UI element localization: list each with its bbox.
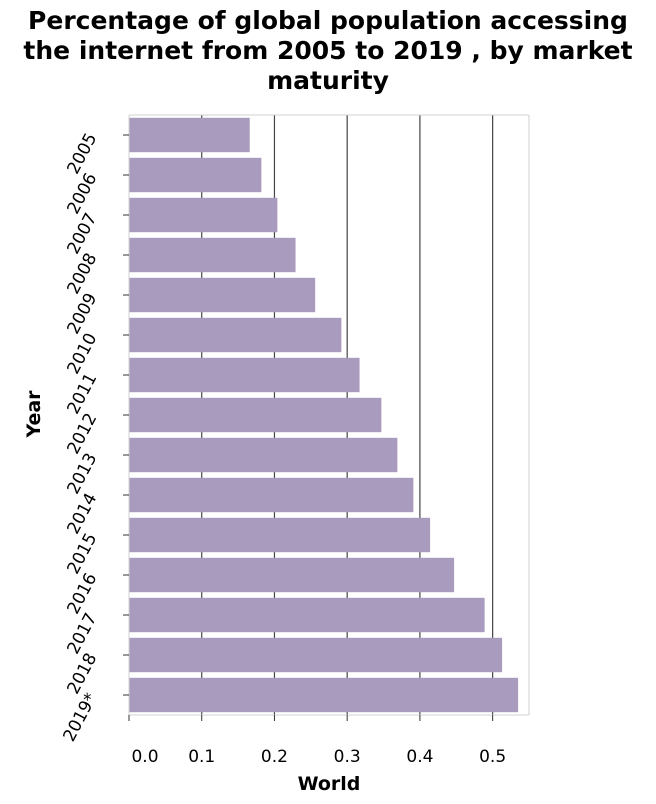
bar-2009	[129, 277, 316, 313]
bars	[129, 117, 519, 713]
bar-2014	[129, 477, 414, 513]
chart-title: Percentage of global population accessin…	[0, 6, 656, 96]
y-tick-label-2019: 2019*	[59, 690, 101, 745]
axes	[123, 114, 530, 721]
chart-title-line-3: maturity	[267, 66, 389, 95]
x-tick-labels: 0.0 0.1 0.2 0.3 0.4 0.5	[131, 747, 506, 767]
x-axis-title: World	[298, 773, 361, 795]
chart-title-line-2: the internet from 2005 to 2019 , by mark…	[23, 36, 633, 65]
bar-2010	[129, 317, 342, 353]
x-tick-label: 0.1	[188, 747, 215, 767]
x-tick-label: 0.2	[261, 747, 288, 767]
bar-2013	[129, 437, 398, 473]
x-tick-label: 0.5	[479, 747, 506, 767]
bar-2011	[129, 357, 360, 393]
y-axis-title: Year	[23, 390, 45, 439]
x-tick-label: 0.3	[334, 747, 361, 767]
y-tick-labels: 2005200620072008200920102011201220132014…	[59, 130, 101, 745]
bar-2012	[129, 397, 382, 433]
bar-2018	[129, 637, 503, 673]
bar-2005	[129, 117, 250, 153]
bar-2007	[129, 197, 278, 233]
x-tick-label: 0.0	[131, 747, 158, 767]
bar-2015	[129, 517, 431, 553]
bar-2016	[129, 557, 455, 593]
bar-2008	[129, 237, 296, 273]
bar-2006	[129, 157, 262, 193]
bar-2019	[129, 677, 519, 713]
x-tick-label: 0.4	[406, 747, 433, 767]
bar-2017	[129, 597, 485, 633]
chart-title-line-1: Percentage of global population accessin…	[28, 6, 628, 35]
